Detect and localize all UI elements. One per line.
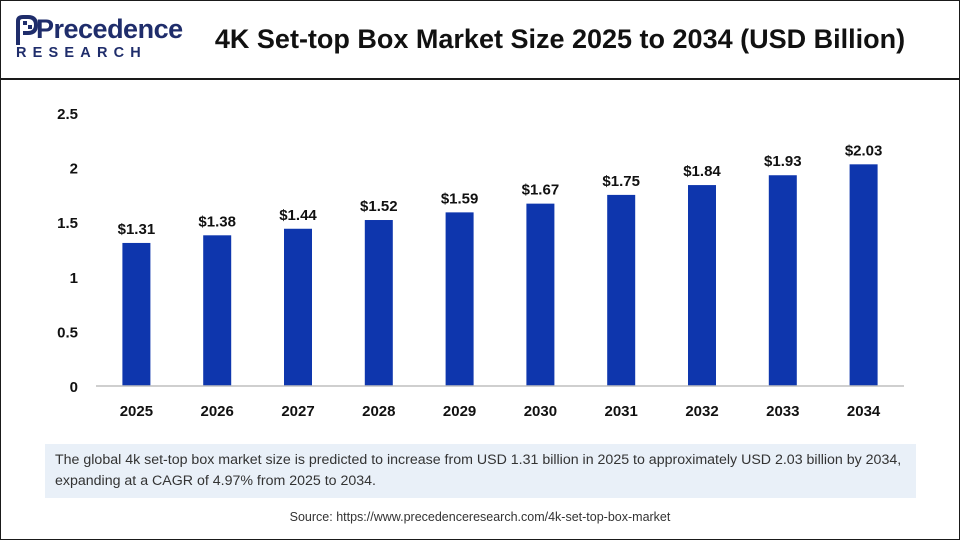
precedence-research-logo: Precedence RESEARCH bbox=[14, 14, 183, 64]
logo-mark-icon bbox=[16, 15, 39, 45]
chart-title: 4K Set-top Box Market Size 2025 to 2034 … bbox=[214, 24, 906, 54]
y-tick-label: 0.5 bbox=[57, 324, 78, 341]
data-label: $1.75 bbox=[602, 173, 640, 190]
x-tick-label: 2031 bbox=[605, 403, 638, 420]
x-tick-label: 2033 bbox=[766, 403, 799, 420]
y-tick-label: 2.5 bbox=[57, 106, 78, 123]
bar-chart: 0 0.5 1 1.5 2 2.5 $1.31 2025 $1.38 2026 $1.44 2027 $… bbox=[57, 106, 904, 420]
y-tick-label: 1.5 bbox=[57, 215, 78, 232]
x-tick-label: 2027 bbox=[281, 403, 314, 420]
logo-sub-text: RESEARCH bbox=[16, 45, 147, 61]
summary-caption: The global 4k set-top box market size is… bbox=[45, 444, 916, 498]
data-label: $1.52 bbox=[360, 198, 398, 215]
data-label: $1.67 bbox=[522, 182, 560, 199]
bar bbox=[122, 242, 151, 386]
data-label: $1.44 bbox=[279, 207, 317, 224]
logo-brand-text: Precedence bbox=[36, 14, 183, 44]
bar bbox=[607, 194, 636, 386]
bar bbox=[203, 235, 232, 386]
data-label: $1.31 bbox=[118, 221, 156, 238]
data-label: $2.03 bbox=[845, 142, 883, 159]
bar bbox=[768, 175, 797, 386]
data-label: $1.84 bbox=[683, 163, 721, 180]
data-label: $1.93 bbox=[764, 153, 802, 170]
data-label: $1.59 bbox=[441, 190, 479, 207]
x-tick-label: 2028 bbox=[362, 403, 395, 420]
x-tick-label: 2030 bbox=[524, 403, 557, 420]
x-tick-label: 2034 bbox=[847, 403, 881, 420]
x-tick-label: 2032 bbox=[685, 403, 718, 420]
bar bbox=[364, 220, 393, 386]
x-tick-label: 2029 bbox=[443, 403, 476, 420]
x-tick-label: 2026 bbox=[201, 403, 234, 420]
y-tick-label: 1 bbox=[70, 270, 78, 287]
bar bbox=[284, 228, 312, 386]
bar bbox=[526, 203, 555, 386]
header: Precedence RESEARCH 4K Set-top Box Marke… bbox=[0, 0, 960, 78]
y-tick-label: 0 bbox=[70, 379, 78, 396]
bar bbox=[445, 212, 474, 386]
header-divider bbox=[0, 78, 960, 80]
x-tick-label: 2025 bbox=[120, 403, 153, 420]
bar bbox=[849, 164, 878, 386]
y-tick-label: 2 bbox=[70, 161, 78, 178]
bar bbox=[688, 185, 716, 386]
source-note: Source: https://www.precedenceresearch.c… bbox=[289, 510, 671, 524]
data-label: $1.38 bbox=[198, 213, 236, 230]
